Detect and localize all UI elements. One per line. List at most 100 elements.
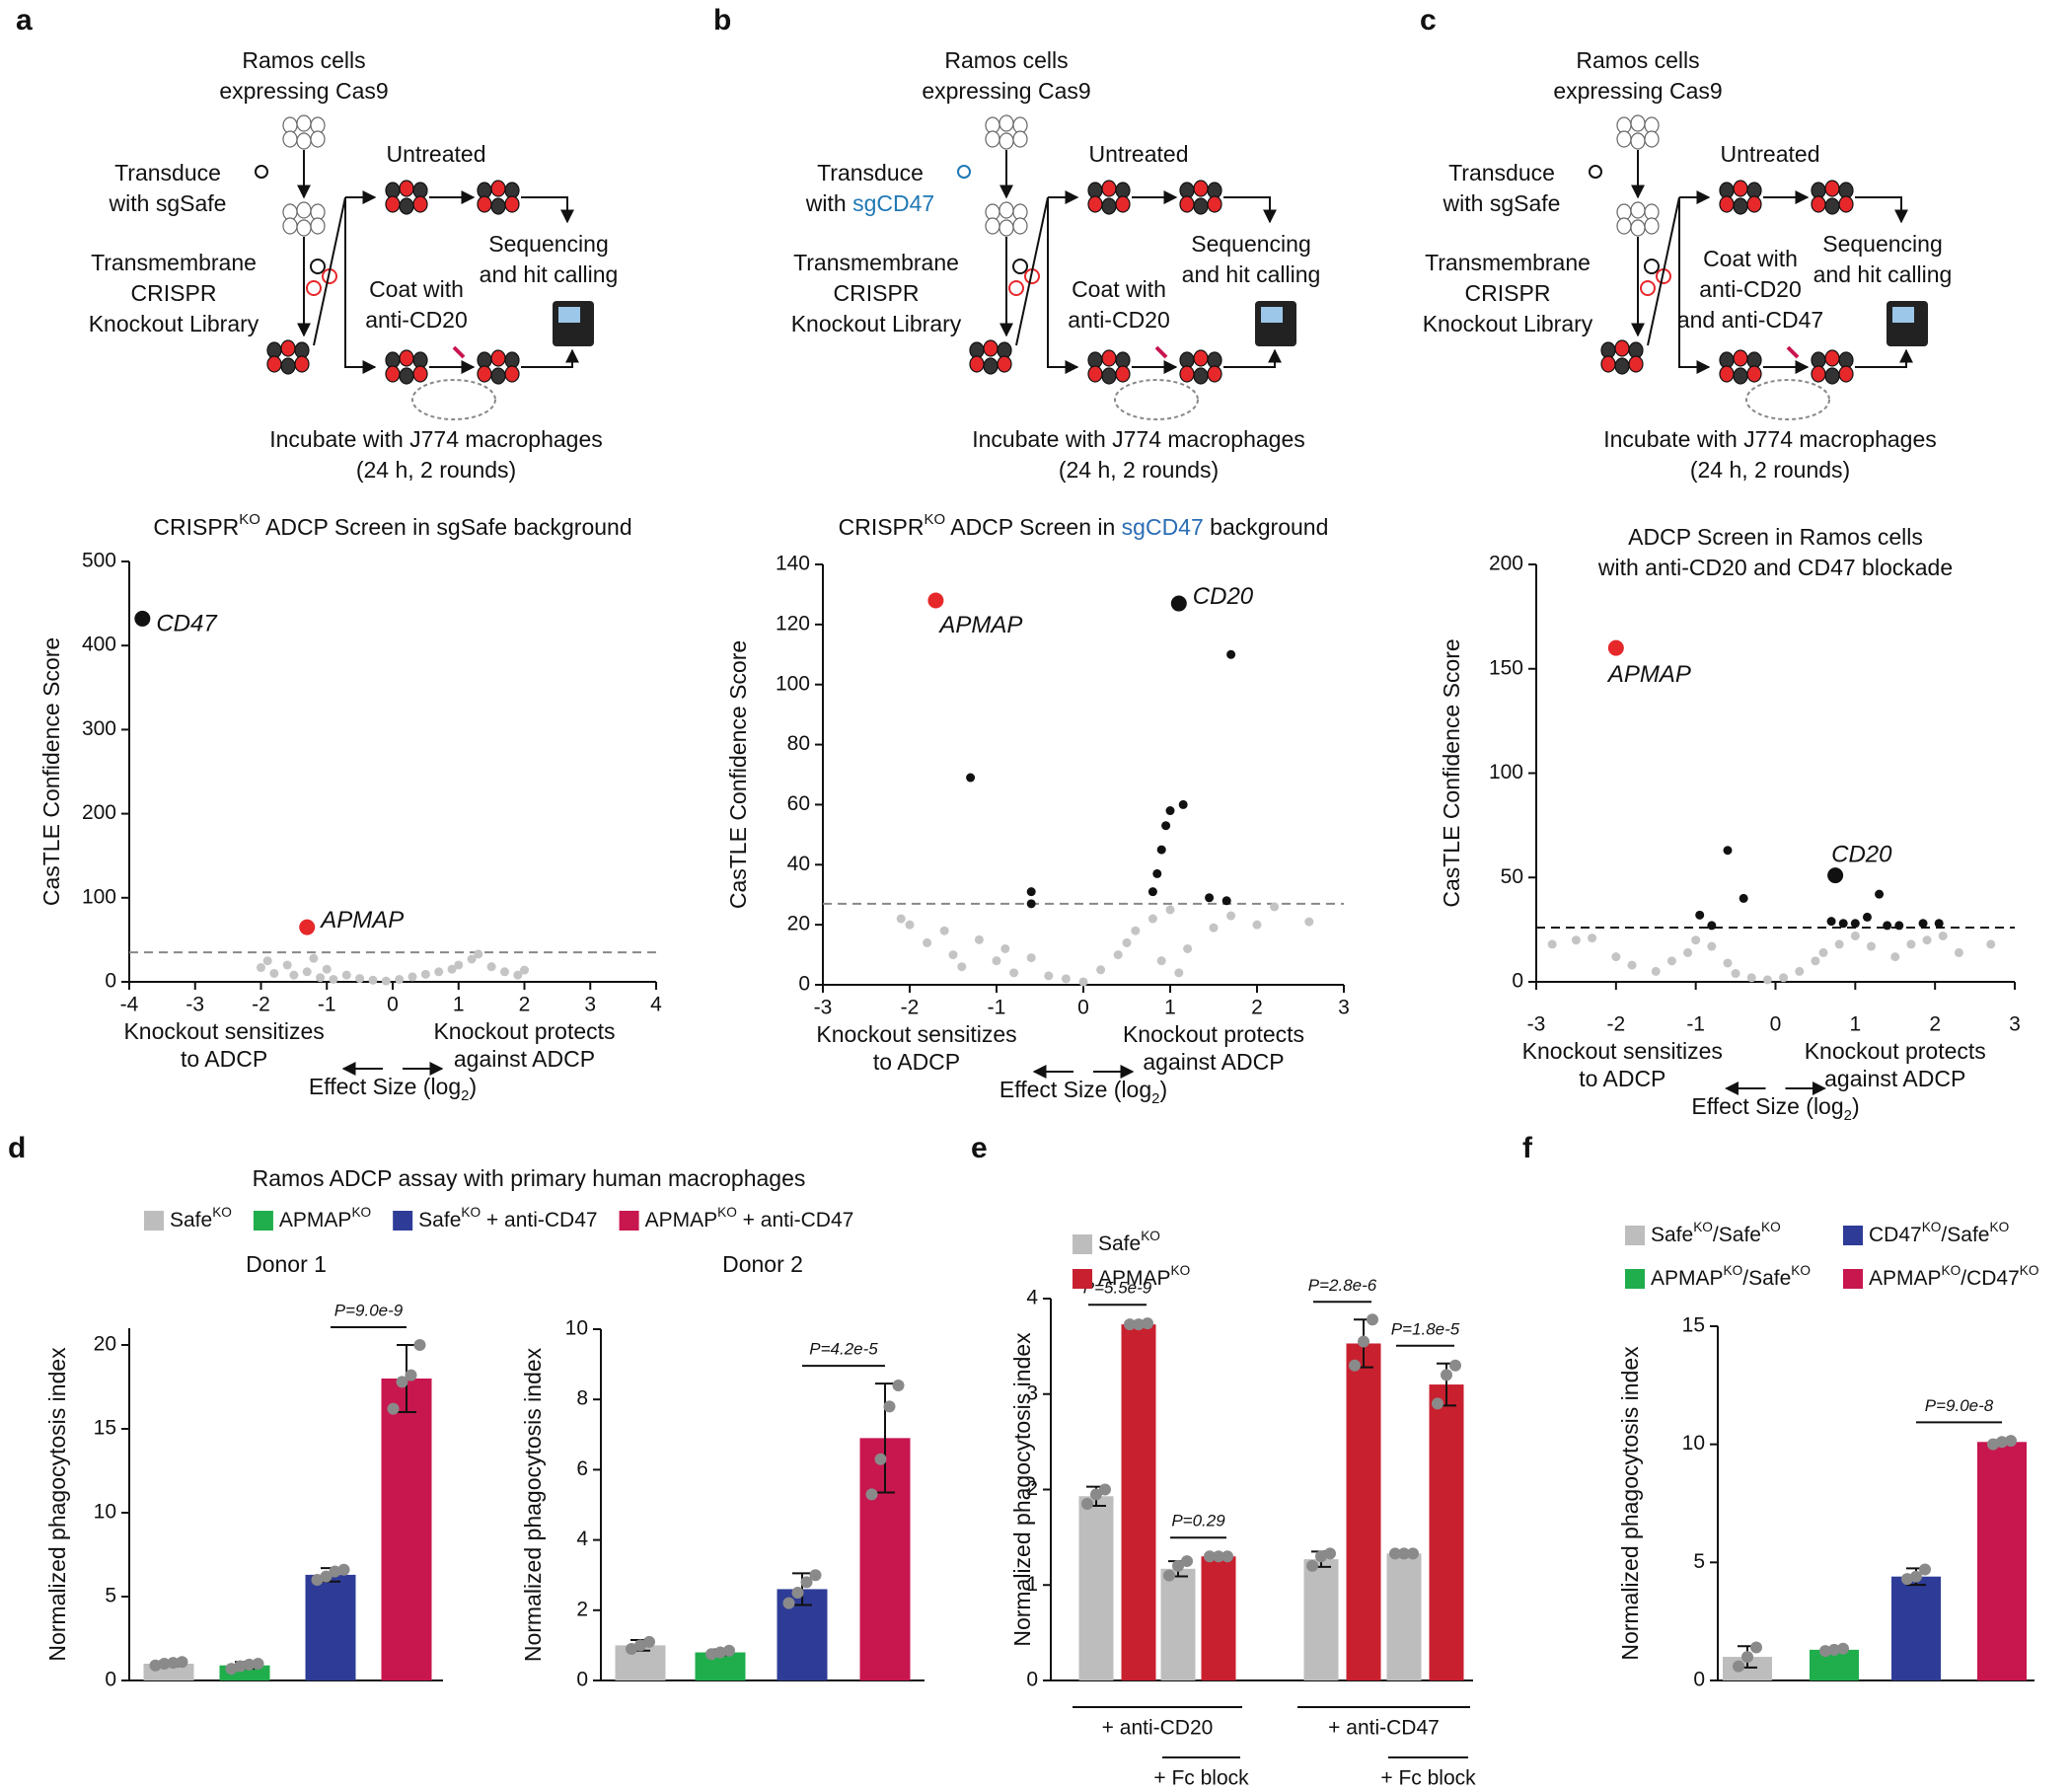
schematic-text: Ramos cells	[1576, 47, 1699, 73]
point	[1547, 939, 1557, 949]
annotation: against ADCP	[454, 1046, 595, 1072]
point	[1226, 649, 1236, 659]
x-tick-label: -2	[252, 994, 270, 1016]
annotation: Knockout protects	[1123, 1021, 1304, 1047]
replicate-dot	[413, 1339, 426, 1351]
replicate-dot	[1901, 1573, 1913, 1586]
x-tick-label: 1	[453, 994, 465, 1016]
point	[939, 926, 949, 935]
cell	[1733, 367, 1748, 385]
legend-label: APMAPKO/SafeKO	[1651, 1263, 1811, 1289]
point	[1044, 971, 1054, 981]
replicate-dot	[1081, 1498, 1093, 1511]
text-segment: APMAP	[279, 1209, 352, 1231]
panel-label: b	[713, 4, 731, 37]
point-label: APMAP	[319, 907, 404, 933]
cell	[1012, 130, 1028, 148]
y-tick-label: 300	[82, 717, 116, 740]
replicate-dot	[1306, 1559, 1318, 1572]
text-segment: APMAP	[1098, 1267, 1171, 1290]
cell	[1838, 365, 1854, 383]
point	[1221, 896, 1231, 906]
bar	[1303, 1559, 1339, 1680]
text-segment: Safe	[418, 1209, 461, 1231]
bar	[1160, 1568, 1196, 1680]
point	[1838, 919, 1848, 929]
text-segment: )	[469, 1074, 477, 1099]
cell	[490, 197, 506, 215]
schematic-text: (24 h, 2 rounds)	[1690, 457, 1850, 483]
point	[329, 974, 338, 984]
p-value: P=0.29	[1171, 1512, 1225, 1530]
point	[1691, 935, 1701, 945]
cell	[985, 130, 1000, 148]
replicate-dot	[782, 1597, 795, 1609]
point	[1918, 919, 1928, 929]
cell	[1811, 195, 1826, 213]
point	[1850, 919, 1860, 929]
text-segment: APMAP	[1869, 1267, 1942, 1290]
panel-label: c	[1420, 4, 1437, 37]
point	[1811, 956, 1820, 966]
replicate-dot	[643, 1635, 655, 1648]
schematic-text: Transmembrane	[1425, 250, 1591, 275]
legend-swatch	[1073, 1269, 1092, 1289]
point	[1850, 931, 1860, 940]
point	[1934, 919, 1944, 929]
schematic-text: and anti-CD47	[1677, 307, 1823, 333]
text-segment: /Safe	[1941, 1224, 1989, 1246]
schematic-text: with sgCD47	[805, 190, 934, 216]
schematic-text: anti-CD20	[1699, 276, 1802, 302]
y-axis-label: Normalized phagocytosis index	[1617, 1346, 1643, 1661]
replicate-dot	[225, 1663, 238, 1676]
point-label: CD20	[1193, 583, 1254, 610]
replicate-dot	[1221, 1550, 1233, 1563]
replicate-dot	[176, 1656, 188, 1669]
schematic-text: Sequencing	[1191, 231, 1311, 257]
y-tick-label: 0	[1693, 1669, 1705, 1691]
legend-swatch	[144, 1211, 164, 1231]
replicate-dot	[1213, 1550, 1224, 1563]
panel-label: a	[16, 4, 33, 37]
point	[1096, 965, 1106, 975]
annotation: Knockout sensitizes	[816, 1021, 1016, 1047]
replicate-dot	[1315, 1550, 1327, 1563]
point	[355, 974, 365, 984]
cell	[997, 355, 1012, 373]
cell	[504, 365, 520, 383]
superscript: KO	[925, 511, 946, 528]
y-tick-label: 40	[787, 853, 810, 875]
cell	[296, 114, 312, 132]
x-tick-label: 3	[584, 994, 596, 1016]
chart-title: CRISPRKO ADCP Screen in sgCD47 backgroun…	[839, 511, 1329, 540]
schematic-text: Incubate with J774 macrophages	[1603, 426, 1937, 452]
library-cell	[306, 280, 322, 296]
y-axis-label: Normalized phagocytosis index	[1009, 1332, 1035, 1647]
cell	[266, 355, 282, 373]
cell	[1616, 130, 1632, 148]
x-tick-label: -3	[1527, 1013, 1546, 1036]
arrow	[521, 196, 574, 224]
text-segment: + anti-CD47	[737, 1209, 853, 1231]
point	[1026, 887, 1036, 897]
y-tick-label: 5	[105, 1585, 116, 1607]
cell	[1101, 197, 1117, 215]
replicate-dot	[1204, 1550, 1216, 1563]
x-tick-label: -3	[814, 997, 833, 1019]
point	[1666, 956, 1676, 966]
point	[1178, 799, 1188, 809]
point	[289, 970, 299, 980]
replicate-dot	[1407, 1547, 1419, 1560]
y-tick-label: 200	[1489, 553, 1523, 575]
text-segment: /CD47	[1961, 1267, 2020, 1290]
cell	[477, 195, 492, 213]
cell	[1811, 365, 1826, 383]
replicate-dot	[311, 1574, 324, 1586]
p-value: P=2.8e-6	[1308, 1276, 1377, 1295]
replicate-dot	[1837, 1642, 1849, 1655]
schematic-text: Untreated	[1088, 141, 1188, 167]
point	[966, 773, 976, 783]
schematic-text: expressing Cas9	[219, 78, 388, 104]
schematic-text: expressing Cas9	[922, 78, 1090, 104]
group-label: + Fc block	[1153, 1767, 1249, 1790]
